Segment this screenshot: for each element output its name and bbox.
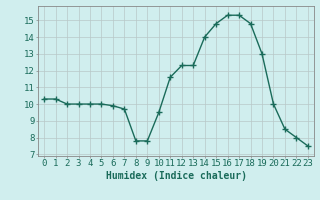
X-axis label: Humidex (Indice chaleur): Humidex (Indice chaleur): [106, 171, 246, 181]
